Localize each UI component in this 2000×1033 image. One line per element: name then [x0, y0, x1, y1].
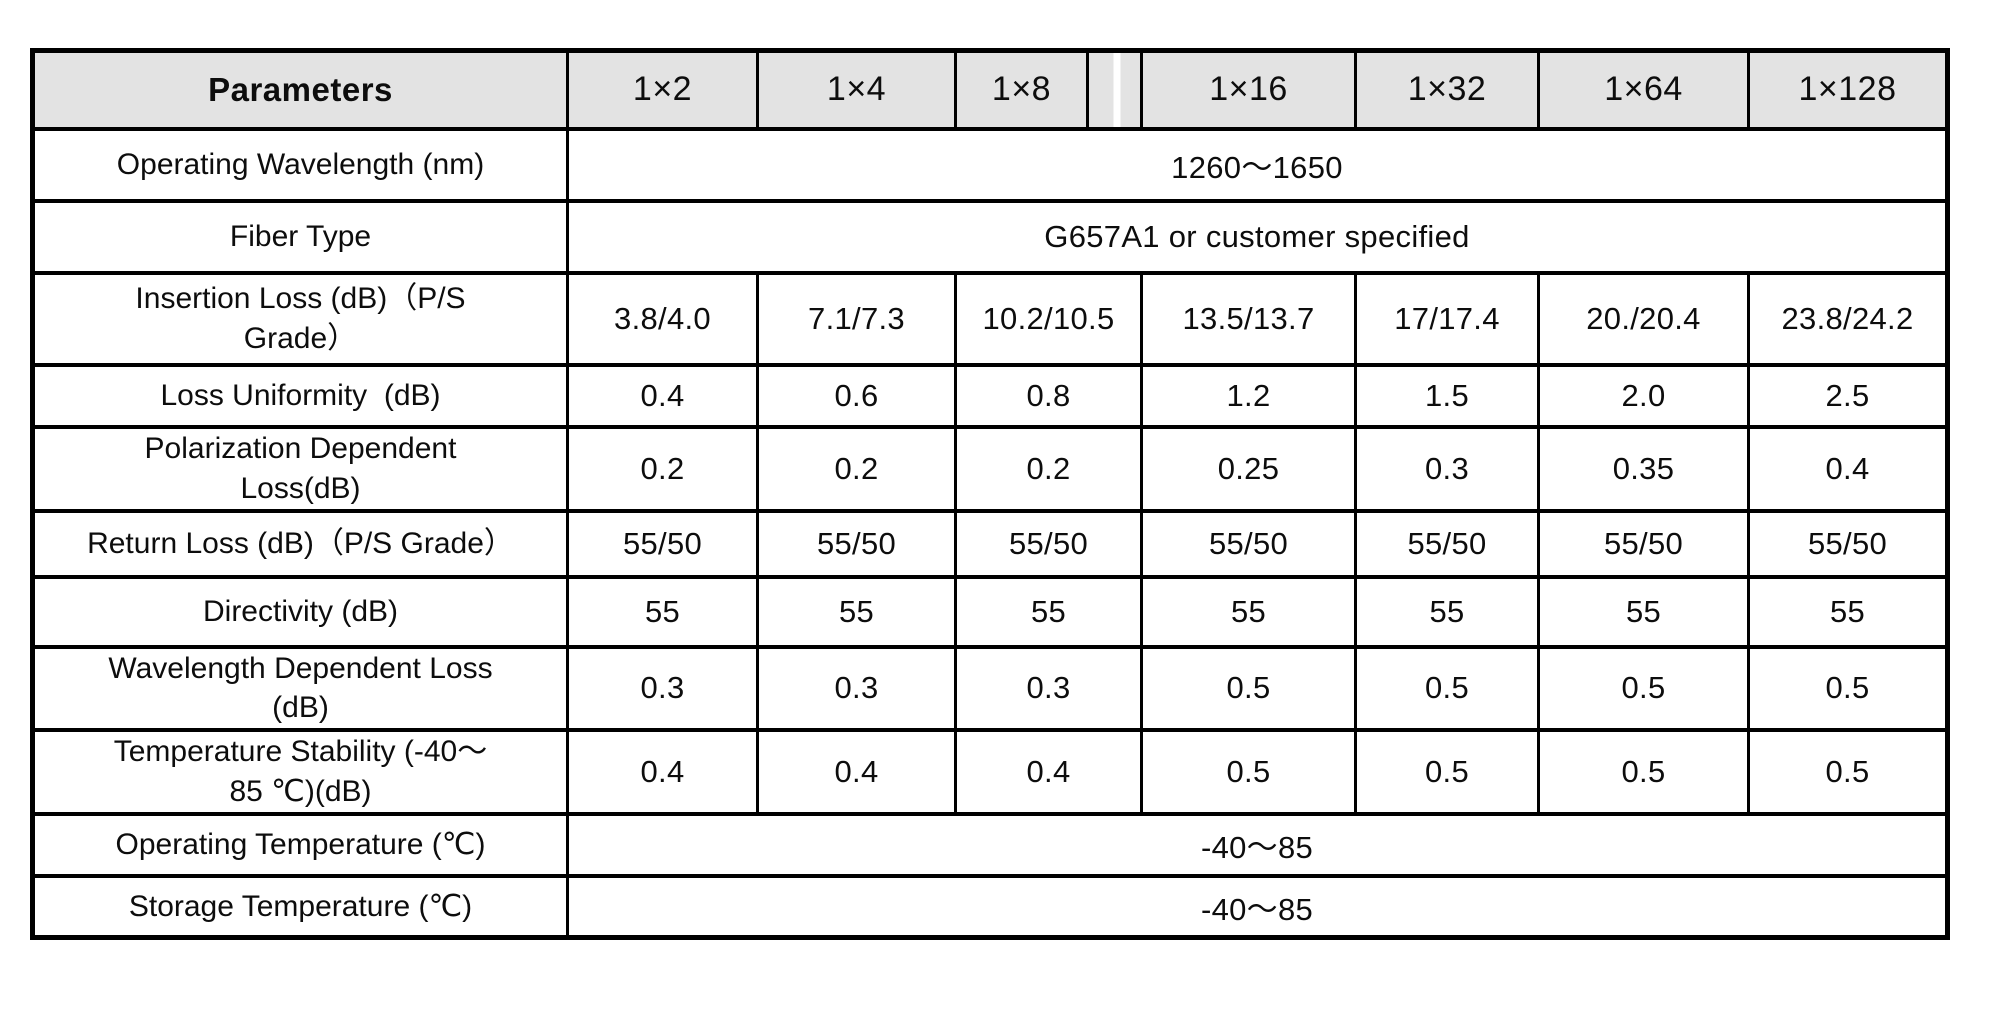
- cell-value: 55: [1140, 574, 1357, 649]
- cell-value: 0.3: [566, 644, 759, 732]
- row-label: Temperature Stability (-40～ 85 ℃)(dB): [31, 727, 569, 816]
- row-temperature-stability: Temperature Stability (-40～ 85 ℃)(dB) 0.…: [31, 727, 1949, 816]
- header-col-1x32: 1×32: [1354, 48, 1540, 131]
- row-label: Wavelength Dependent Loss (dB): [31, 644, 569, 732]
- row-storage-temperature: Storage Temperature (℃) -40～85: [31, 873, 1949, 940]
- cell-value: 0.5: [1140, 644, 1357, 732]
- row-wavelength-dependent-loss: Wavelength Dependent Loss (dB) 0.3 0.3 0…: [31, 644, 1949, 732]
- cell-value: 2.5: [1747, 362, 1949, 429]
- row-loss-uniformity: Loss Uniformity (dB) 0.4 0.6 0.8 1.2 1.5…: [31, 362, 1949, 429]
- row-insertion-loss: Insertion Loss (dB)（P/S Grade） 3.8/4.0 7…: [31, 270, 1949, 367]
- row-label: Loss Uniformity (dB): [31, 362, 569, 429]
- cell-value: 0.6: [756, 362, 957, 429]
- cell-value: 55: [566, 574, 759, 649]
- cell-value: 0.4: [566, 362, 759, 429]
- cell-value: 0.4: [954, 727, 1143, 816]
- cell-value: 0.5: [1140, 727, 1357, 816]
- header-col-1x128: 1×128: [1747, 48, 1949, 131]
- row-label: Operating Temperature (℃): [31, 811, 569, 878]
- cell-value: 55/50: [954, 508, 1143, 579]
- cell-value: 55/50: [756, 508, 957, 579]
- cell-value: 0.5: [1747, 644, 1949, 732]
- row-operating-temperature: Operating Temperature (℃) -40～85: [31, 811, 1949, 878]
- cell-value: 55/50: [1747, 508, 1949, 579]
- cell-value: 0.2: [756, 424, 957, 513]
- row-fiber-type: Fiber Type G657A1 or customer specified: [31, 198, 1949, 275]
- row-span-value: G657A1 or customer specified: [566, 198, 1949, 275]
- row-span-value: -40～85: [566, 811, 1949, 878]
- row-operating-wavelength: Operating Wavelength (nm) 1260～1650: [31, 126, 1949, 203]
- cell-value: 0.4: [1747, 424, 1949, 513]
- cell-value: 17/17.4: [1354, 270, 1540, 367]
- cell-value: 0.3: [1354, 424, 1540, 513]
- cell-value: 0.5: [1537, 644, 1750, 732]
- cell-value: 0.3: [756, 644, 957, 732]
- row-span-value: 1260～1650: [566, 126, 1949, 203]
- cell-value: 0.3: [954, 644, 1143, 732]
- header-col-1x8: 1×8: [954, 48, 1089, 131]
- cell-value: 0.2: [566, 424, 759, 513]
- cell-value: 55: [756, 574, 957, 649]
- header-col-1x64: 1×64: [1537, 48, 1750, 131]
- row-label: Insertion Loss (dB)（P/S Grade）: [31, 270, 569, 367]
- header-col-1x2: 1×2: [566, 48, 759, 131]
- cell-value: 55/50: [1140, 508, 1357, 579]
- row-label: Polarization Dependent Loss(dB): [31, 424, 569, 513]
- cell-value: 10.2/10.5: [954, 270, 1143, 367]
- cell-value: 20./20.4: [1537, 270, 1750, 367]
- cell-value: 0.8: [954, 362, 1143, 429]
- cell-value: 3.8/4.0: [566, 270, 759, 367]
- row-return-loss: Return Loss (dB)（P/S Grade） 55/50 55/50 …: [31, 508, 1949, 579]
- row-label: Return Loss (dB)（P/S Grade）: [31, 508, 569, 579]
- cell-value: 0.5: [1537, 727, 1750, 816]
- cell-value: 55: [1537, 574, 1750, 649]
- cell-value: 55/50: [566, 508, 759, 579]
- header-col-1x16: 1×16: [1140, 48, 1357, 131]
- row-label: Fiber Type: [31, 198, 569, 275]
- cell-value: 0.5: [1354, 727, 1540, 816]
- cell-value: 0.5: [1747, 727, 1949, 816]
- spec-table: Parameters 1×2 1×4 1×8 1×16 1×32 1×64 1×…: [30, 48, 1950, 941]
- cell-value: 7.1/7.3: [756, 270, 957, 367]
- cell-value: 23.8/24.2: [1747, 270, 1949, 367]
- header-parameters: Parameters: [31, 48, 569, 131]
- cell-value: 2.0: [1537, 362, 1750, 429]
- row-label: Operating Wavelength (nm): [31, 126, 569, 203]
- row-span-value: -40～85: [566, 873, 1949, 940]
- row-label: Storage Temperature (℃): [31, 873, 569, 940]
- cell-value: 55/50: [1537, 508, 1750, 579]
- cell-value: 0.4: [566, 727, 759, 816]
- cell-value: 55: [1747, 574, 1949, 649]
- cell-value: 0.35: [1537, 424, 1750, 513]
- row-directivity: Directivity (dB) 55 55 55 55 55 55 55: [31, 574, 1949, 649]
- row-label: Directivity (dB): [31, 574, 569, 649]
- cell-value: 55: [954, 574, 1143, 649]
- cell-value: 0.5: [1354, 644, 1540, 732]
- header-row: Parameters 1×2 1×4 1×8 1×16 1×32 1×64 1×…: [31, 48, 1949, 131]
- cell-value: 0.25: [1140, 424, 1357, 513]
- cell-value: 55/50: [1354, 508, 1540, 579]
- row-polarization-dependent-loss: Polarization Dependent Loss(dB) 0.2 0.2 …: [31, 424, 1949, 513]
- header-gap-artifact: [1086, 48, 1143, 131]
- cell-value: 55: [1354, 574, 1540, 649]
- cell-value: 1.2: [1140, 362, 1357, 429]
- cell-value: 0.4: [756, 727, 957, 816]
- cell-value: 0.2: [954, 424, 1143, 513]
- cell-value: 1.5: [1354, 362, 1540, 429]
- header-col-1x4: 1×4: [756, 48, 957, 131]
- cell-value: 13.5/13.7: [1140, 270, 1357, 367]
